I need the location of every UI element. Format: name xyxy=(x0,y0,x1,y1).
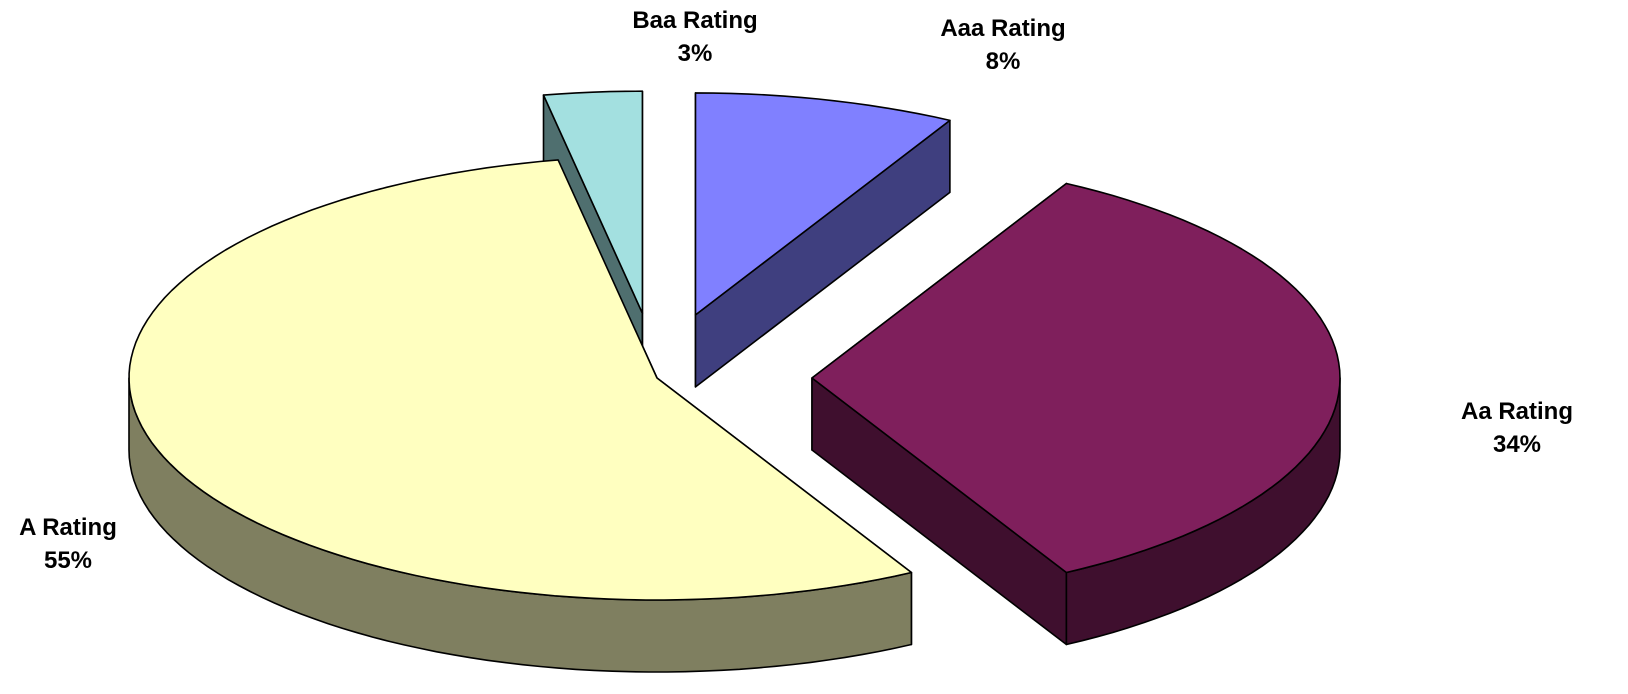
data-label-name: Baa Rating xyxy=(632,7,757,34)
slice-baa-rating xyxy=(542,90,644,314)
data-labels: Aaa Rating 8% Aa Rating 34% A Rating 55% Baa R… xyxy=(19,7,1573,574)
data-label-aaa-rating: Aaa Rating 8% xyxy=(940,15,1065,75)
data-label-percent: 3% xyxy=(678,40,713,67)
slice-aaa-rating xyxy=(694,92,951,316)
data-label-name: Aaa Rating xyxy=(940,15,1065,42)
data-label-aa-rating: Aa Rating 34% xyxy=(1461,398,1573,458)
data-label-baa-rating: Baa Rating 3% xyxy=(632,7,757,67)
data-label-name: A Rating xyxy=(19,514,117,541)
data-label-percent: 55% xyxy=(44,547,92,574)
data-label-percent: 34% xyxy=(1493,431,1541,458)
data-label-a-rating: A Rating 55% xyxy=(19,514,117,574)
slice-tops xyxy=(128,90,1341,601)
slice-a-rating xyxy=(128,159,913,601)
data-label-name: Aa Rating xyxy=(1461,398,1573,425)
data-label-percent: 8% xyxy=(986,48,1021,75)
slice-aa-rating xyxy=(811,182,1341,574)
